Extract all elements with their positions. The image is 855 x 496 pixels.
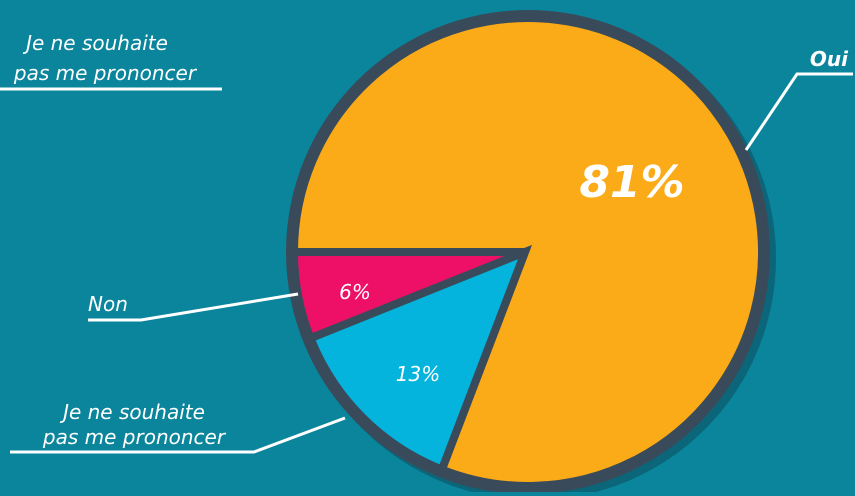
legend-label-nsp-line2: pas me prononcer — [42, 425, 227, 449]
value-label-nsp: 13% — [396, 362, 440, 386]
value-label-non: 6% — [339, 280, 371, 304]
leader-line-non — [88, 292, 299, 322]
pie-slice-nsp — [305, 244, 533, 475]
pie-slice-non — [289, 248, 527, 344]
leader-line-oui — [744, 72, 853, 151]
top-left-label-line2: pas me prononcer — [13, 61, 198, 85]
legend-label-non: Non — [88, 292, 128, 316]
legend-label-oui: Oui — [810, 47, 849, 71]
legend-label-nsp-line1: Je ne souhaite — [59, 400, 205, 424]
value-label-oui: 81% — [579, 157, 684, 208]
leader-line-nsp — [10, 416, 346, 454]
top-left-label-line1: Je ne souhaite — [22, 31, 168, 55]
